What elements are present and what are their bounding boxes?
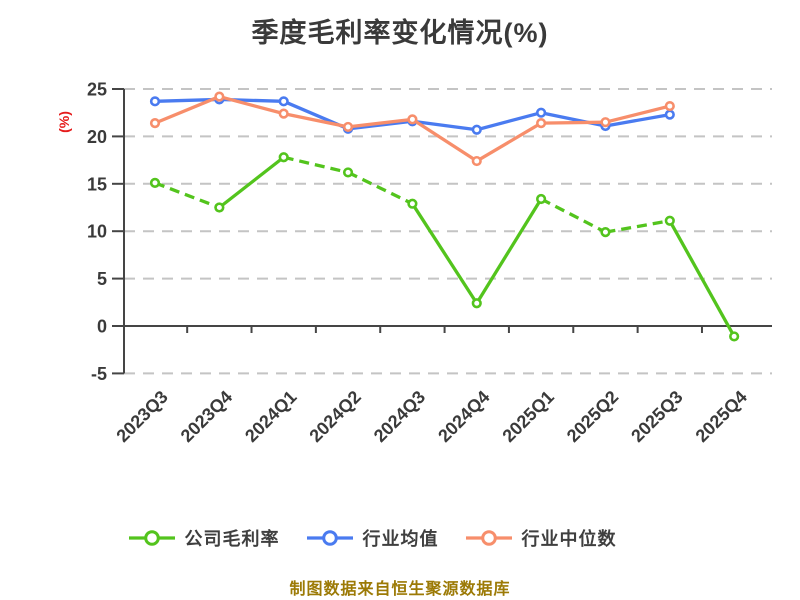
legend-item-industry-avg: 行业均值 [306, 525, 439, 551]
svg-text:-5: -5 [91, 364, 107, 384]
data-point [278, 96, 289, 107]
data-point [664, 109, 675, 120]
legend-item-company-margin: 公司毛利率 [128, 525, 280, 551]
svg-text:2023Q3: 2023Q3 [112, 387, 171, 446]
data-point [664, 215, 675, 226]
data-point [149, 177, 161, 188]
data-point [664, 100, 675, 112]
data-point [214, 202, 225, 213]
data-point [214, 91, 225, 102]
svg-text:25: 25 [87, 80, 107, 100]
legend-item-industry-median: 行业中位数 [465, 525, 617, 551]
svg-text:2025Q2: 2025Q2 [563, 387, 622, 446]
data-point [278, 108, 289, 119]
svg-text:20: 20 [87, 127, 107, 147]
series-2 [149, 91, 675, 167]
svg-text:2024Q4: 2024Q4 [434, 387, 493, 446]
series-0 [149, 152, 740, 342]
data-point [471, 155, 482, 167]
gridlines [124, 88, 772, 375]
svg-text:2024Q3: 2024Q3 [370, 387, 429, 446]
data-point [149, 96, 161, 107]
svg-text:5: 5 [97, 269, 107, 289]
legend-label-company: 公司毛利率 [184, 529, 280, 549]
legend-marker-industry-median [465, 530, 512, 546]
data-point [535, 193, 547, 205]
legend: 公司毛利率 行业均值 行业中位数 [0, 518, 772, 558]
svg-text:2024Q2: 2024Q2 [305, 387, 364, 446]
data-point [600, 117, 611, 128]
data-point [535, 118, 547, 129]
svg-text:2025Q1: 2025Q1 [498, 387, 557, 446]
data-point [535, 107, 547, 118]
source-caption: 制图数据来自恒生聚源数据库 [289, 581, 511, 598]
data-point [471, 298, 482, 309]
svg-text:2024Q1: 2024Q1 [241, 387, 300, 446]
svg-text:2023Q4: 2023Q4 [177, 387, 236, 446]
legend-marker-company [128, 530, 175, 546]
axes: 25 20 15 10 5 0 -5 [87, 80, 772, 384]
svg-text:2025Q4: 2025Q4 [692, 387, 751, 446]
chart-title: 季度毛利率变化情况(%) [251, 18, 549, 48]
x-tick-labels: 2023Q3 2023Q4 2024Q1 2024Q2 2024Q3 2024Q4 2025… [112, 387, 751, 446]
data-point [149, 118, 161, 129]
data-point [729, 331, 740, 342]
data-point [278, 152, 289, 163]
legend-label-industry-median: 行业中位数 [521, 529, 617, 549]
data-point [407, 114, 418, 125]
svg-text:15: 15 [87, 174, 107, 194]
data-point [407, 198, 418, 209]
svg-text:10: 10 [87, 222, 107, 242]
svg-text:0: 0 [97, 317, 107, 337]
data-point [600, 227, 611, 238]
data-point [342, 167, 354, 178]
data-point [471, 124, 482, 135]
svg-text:2025Q3: 2025Q3 [627, 387, 686, 446]
data-point [342, 121, 354, 133]
legend-marker-industry-avg [306, 530, 353, 546]
legend-label-industry-avg: 行业均值 [362, 529, 439, 549]
